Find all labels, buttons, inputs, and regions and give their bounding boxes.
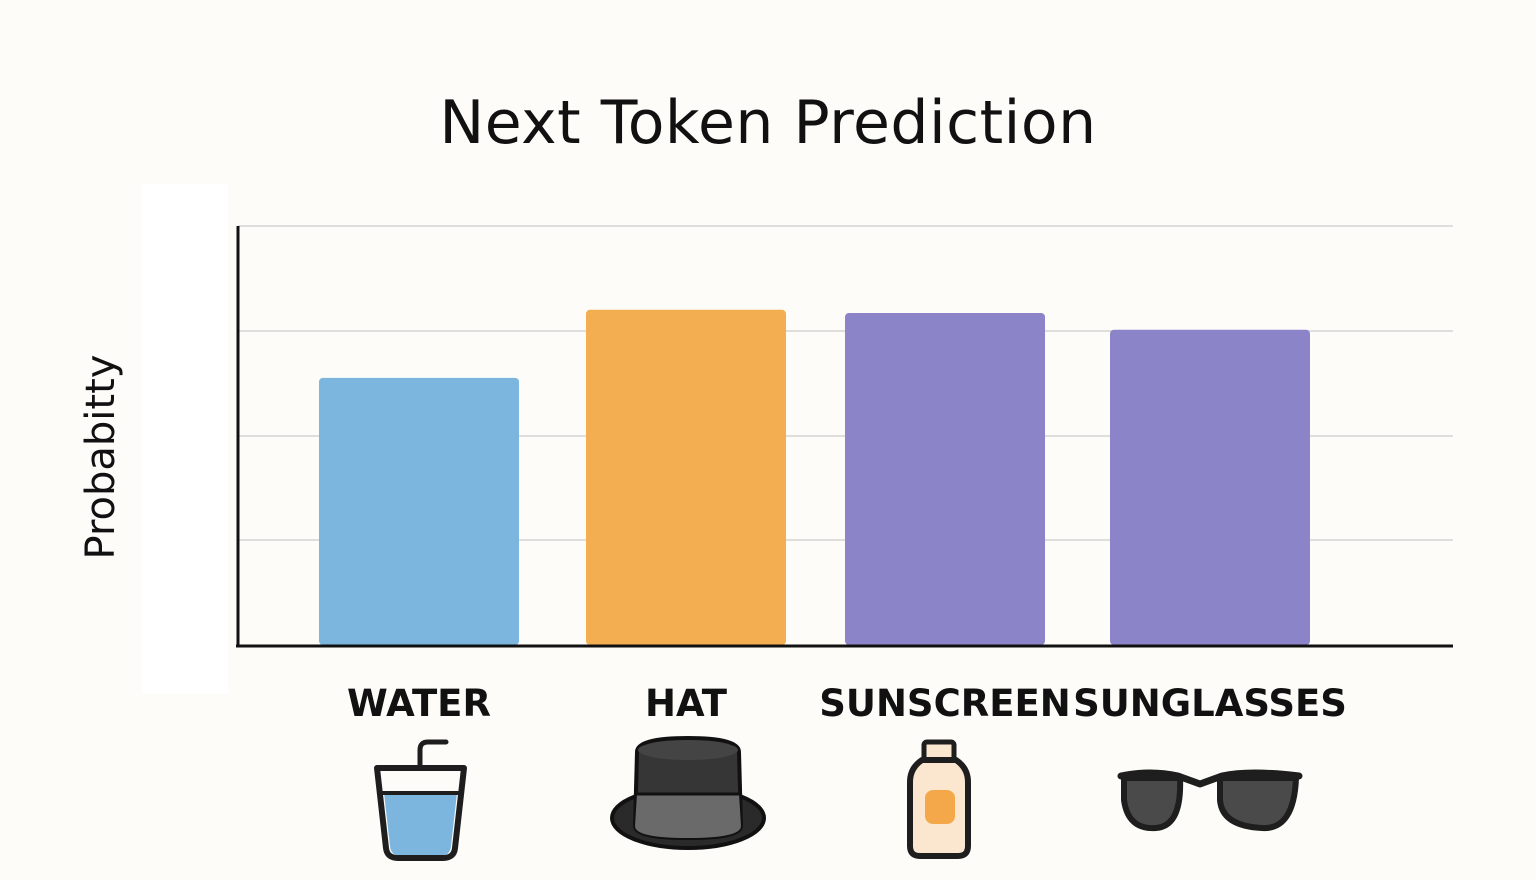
- bar-water: [319, 377, 519, 645]
- category-label-sunscreen: SUNSCREEN: [819, 682, 1070, 725]
- chart-title: Next Token Prediction: [439, 88, 1097, 158]
- bar-sunscreen: [845, 312, 1045, 645]
- category-label-hat: HAT: [645, 682, 728, 725]
- bar-hat: [586, 309, 786, 645]
- axes: [236, 226, 1453, 648]
- category-label-water: WATER: [347, 682, 491, 725]
- sunscreen-bottle-icon: [907, 739, 971, 859]
- bars: [319, 309, 1310, 645]
- category-label-sunglasses: SUNGLASSES: [1073, 682, 1347, 725]
- category-labels: WATER HAT SUNSCREEN SUNGLASSES: [347, 682, 1347, 725]
- bar-sunglasses: [1110, 329, 1310, 645]
- sunglasses-icon: [1117, 769, 1303, 832]
- y-axis-label-panel: [142, 184, 228, 694]
- top-hat-icon: [610, 735, 766, 850]
- water-cup-icon: [374, 739, 467, 861]
